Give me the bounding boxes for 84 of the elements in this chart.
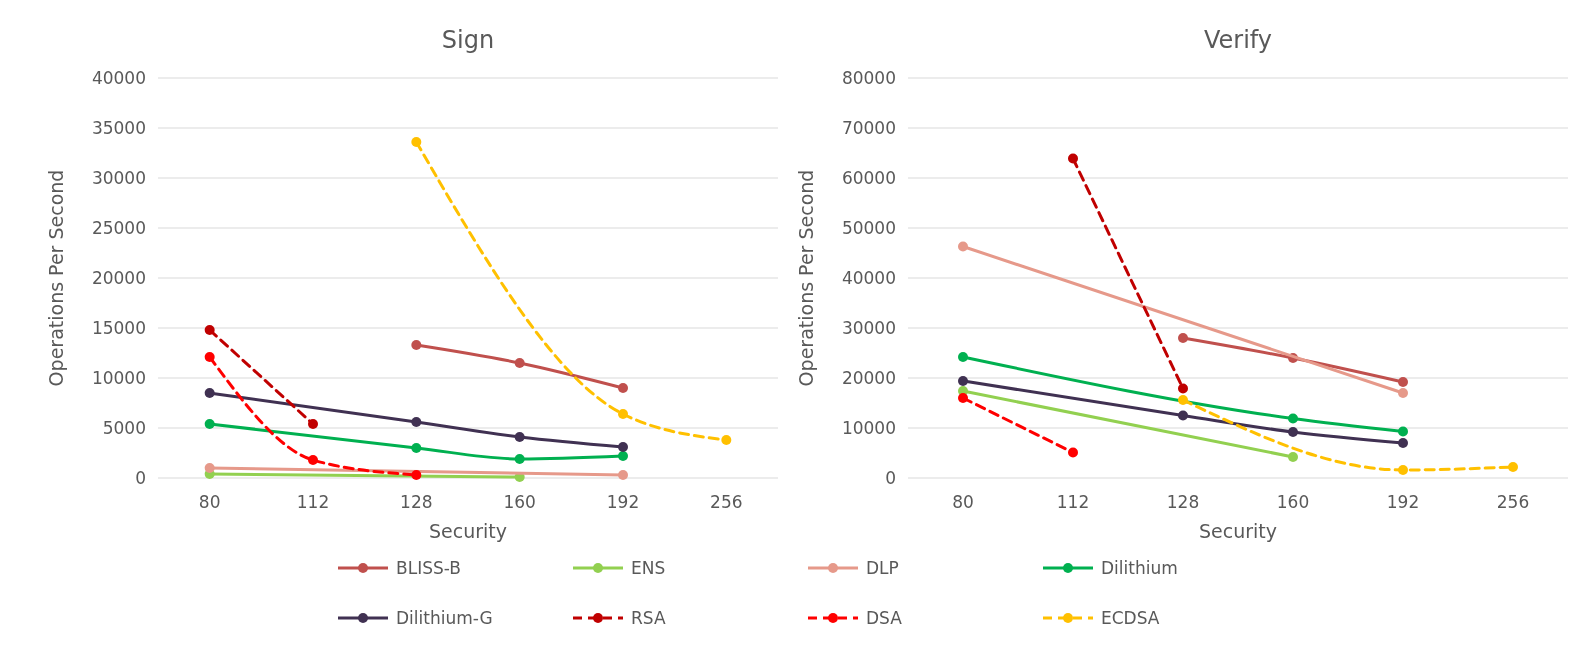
x-axis-title: Security xyxy=(428,520,508,542)
y-tick-label: 0 xyxy=(135,467,146,488)
point xyxy=(721,435,732,445)
point xyxy=(1398,377,1408,387)
y-axis-title: Operations Per Second xyxy=(45,169,67,387)
point xyxy=(1178,333,1188,343)
y-tick-label: 50000 xyxy=(841,217,896,238)
legend-label: ENS xyxy=(631,557,666,578)
y-tick-label: 20000 xyxy=(91,267,146,288)
legend-label: DLP xyxy=(866,557,899,578)
point xyxy=(514,432,525,442)
chart-title: Verify xyxy=(1203,26,1273,54)
point xyxy=(1178,410,1188,421)
x-tick-label: 128 xyxy=(400,492,433,512)
point xyxy=(1288,413,1298,424)
y-tick-label: 80000 xyxy=(841,67,896,88)
y-tick-label: 60000 xyxy=(841,167,896,188)
legend-label: Dilithium xyxy=(1101,557,1178,578)
point xyxy=(1398,388,1408,398)
point xyxy=(204,419,215,429)
point xyxy=(204,388,215,398)
point xyxy=(411,470,422,480)
point xyxy=(958,352,968,362)
x-tick-label: 128 xyxy=(1166,492,1200,512)
point xyxy=(1178,383,1188,394)
point xyxy=(958,393,968,403)
y-tick-label: 40000 xyxy=(91,67,146,88)
y-tick-label: 0 xyxy=(885,467,896,488)
point xyxy=(1288,452,1298,462)
y-tick-label: 30000 xyxy=(841,317,896,338)
point xyxy=(1068,153,1078,164)
point xyxy=(618,442,628,452)
chart-title: Sign xyxy=(441,26,495,54)
point xyxy=(1178,395,1188,405)
point xyxy=(411,443,422,453)
x-tick-label: 80 xyxy=(198,492,221,512)
x-tick-label: 256 xyxy=(1496,492,1530,512)
x-tick-label: 160 xyxy=(1276,492,1310,512)
x-tick-label: 160 xyxy=(503,492,536,512)
point xyxy=(618,470,628,480)
point xyxy=(1398,426,1408,437)
point xyxy=(1288,427,1298,437)
y-tick-label: 35000 xyxy=(91,117,146,138)
y-tick-label: 70000 xyxy=(841,117,896,138)
y-tick-label: 5000 xyxy=(102,417,146,438)
x-tick-label: 112 xyxy=(296,492,330,512)
y-tick-label: 30000 xyxy=(91,167,146,188)
x-tick-label: 80 xyxy=(952,492,974,512)
point xyxy=(618,451,628,461)
y-tick-label: 25000 xyxy=(91,217,146,238)
point xyxy=(1068,447,1078,458)
point xyxy=(514,358,525,368)
point xyxy=(411,417,422,427)
y-tick-label: 10000 xyxy=(841,417,896,438)
x-tick-label: 112 xyxy=(1056,492,1090,512)
point xyxy=(618,383,628,393)
point xyxy=(308,455,318,465)
legend-label: ECDSA xyxy=(1101,607,1160,628)
y-axis-title: Operations Per Second xyxy=(795,169,817,387)
point xyxy=(204,325,215,335)
point xyxy=(1508,462,1518,472)
point xyxy=(308,419,318,429)
point xyxy=(204,352,215,362)
point xyxy=(618,409,628,419)
y-tick-label: 15000 xyxy=(91,317,146,338)
x-tick-label: 256 xyxy=(710,492,743,512)
x-axis-title: Security xyxy=(1198,520,1278,542)
legend-label: DSA xyxy=(866,607,903,628)
legend-label: Dilithium-G xyxy=(396,607,493,628)
y-tick-label: 40000 xyxy=(841,267,896,288)
x-tick-label: 192 xyxy=(606,492,640,512)
y-tick-label: 10000 xyxy=(91,367,146,388)
point xyxy=(958,376,968,386)
legend-label: RSA xyxy=(631,607,666,628)
x-tick-label: 192 xyxy=(1386,492,1420,512)
legend-label: BLISS-B xyxy=(396,557,461,578)
y-tick-label: 20000 xyxy=(841,367,896,388)
point xyxy=(514,454,525,464)
point xyxy=(1398,465,1408,475)
point xyxy=(411,340,422,350)
point xyxy=(204,463,215,473)
point xyxy=(411,137,422,147)
point xyxy=(1398,438,1408,448)
point xyxy=(958,241,968,252)
